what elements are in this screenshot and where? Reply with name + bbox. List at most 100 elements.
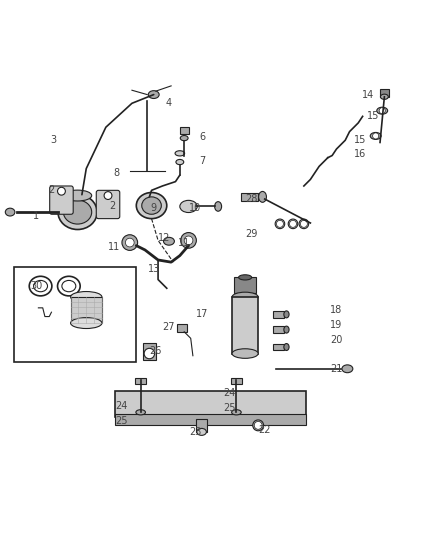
Ellipse shape <box>275 219 285 229</box>
Circle shape <box>184 236 193 245</box>
Text: 16: 16 <box>354 149 367 159</box>
Ellipse shape <box>29 276 52 296</box>
Text: 26: 26 <box>150 346 162 357</box>
Text: 23: 23 <box>189 427 201 437</box>
Ellipse shape <box>180 135 188 141</box>
Ellipse shape <box>284 326 289 333</box>
Bar <box>273 344 284 351</box>
Ellipse shape <box>284 311 289 318</box>
Bar <box>143 343 156 360</box>
Text: 24: 24 <box>224 387 236 398</box>
Ellipse shape <box>64 200 92 224</box>
Text: 21: 21 <box>330 364 343 374</box>
Ellipse shape <box>5 208 15 216</box>
Text: 20: 20 <box>330 335 343 345</box>
Circle shape <box>122 235 138 251</box>
Text: 4: 4 <box>166 98 172 108</box>
Bar <box>177 324 187 332</box>
Circle shape <box>300 220 307 228</box>
Ellipse shape <box>71 318 102 328</box>
Text: 24: 24 <box>115 401 127 411</box>
Ellipse shape <box>136 192 167 219</box>
Circle shape <box>104 192 112 199</box>
Text: 6: 6 <box>199 132 205 142</box>
Ellipse shape <box>258 191 266 203</box>
Bar <box>273 311 284 318</box>
Text: 15: 15 <box>354 135 367 146</box>
Ellipse shape <box>58 195 97 230</box>
Ellipse shape <box>381 94 389 99</box>
Ellipse shape <box>34 280 47 292</box>
Bar <box>380 89 389 97</box>
Bar <box>234 277 256 293</box>
Text: 7: 7 <box>199 156 205 166</box>
Text: 19: 19 <box>330 320 343 330</box>
Ellipse shape <box>71 292 102 302</box>
Text: 15: 15 <box>367 111 380 122</box>
Text: 30: 30 <box>30 281 42 291</box>
Bar <box>196 419 207 432</box>
Circle shape <box>379 108 385 114</box>
Text: 10: 10 <box>189 203 201 213</box>
Circle shape <box>57 187 65 195</box>
Circle shape <box>125 238 134 247</box>
Text: 25: 25 <box>224 403 236 413</box>
Ellipse shape <box>232 410 241 415</box>
Bar <box>115 415 306 425</box>
Bar <box>273 326 284 333</box>
Bar <box>241 192 258 201</box>
Text: 13: 13 <box>148 264 160 273</box>
Ellipse shape <box>215 201 222 211</box>
Text: 3: 3 <box>50 135 57 146</box>
Ellipse shape <box>299 219 309 229</box>
Text: 12: 12 <box>159 233 171 243</box>
Ellipse shape <box>288 219 298 229</box>
Ellipse shape <box>142 197 161 214</box>
Ellipse shape <box>57 276 80 296</box>
Bar <box>232 297 258 353</box>
Ellipse shape <box>64 190 92 201</box>
Ellipse shape <box>370 133 381 140</box>
Circle shape <box>373 133 379 139</box>
Bar <box>135 378 146 384</box>
Text: 8: 8 <box>113 168 120 178</box>
Text: 1: 1 <box>33 212 39 221</box>
Bar <box>231 378 242 384</box>
Circle shape <box>276 220 283 228</box>
Bar <box>71 297 102 323</box>
Text: 22: 22 <box>258 425 271 435</box>
Circle shape <box>254 422 262 429</box>
Text: 29: 29 <box>245 229 258 239</box>
Bar <box>14 266 136 362</box>
Ellipse shape <box>176 159 184 165</box>
Text: 2: 2 <box>48 185 55 195</box>
Ellipse shape <box>232 292 258 302</box>
Ellipse shape <box>253 420 264 431</box>
Ellipse shape <box>163 237 174 245</box>
Text: 14: 14 <box>362 90 374 100</box>
Ellipse shape <box>175 151 185 156</box>
FancyBboxPatch shape <box>96 190 120 219</box>
Text: 11: 11 <box>109 242 121 252</box>
Text: 18: 18 <box>330 305 343 315</box>
Text: 17: 17 <box>196 309 208 319</box>
Bar <box>180 127 188 134</box>
Ellipse shape <box>180 200 197 213</box>
Circle shape <box>144 349 155 359</box>
Bar <box>115 391 306 417</box>
Circle shape <box>181 232 196 248</box>
Ellipse shape <box>232 349 258 358</box>
FancyBboxPatch shape <box>49 186 73 214</box>
Circle shape <box>290 220 297 228</box>
Ellipse shape <box>377 107 388 114</box>
Ellipse shape <box>148 91 159 99</box>
Ellipse shape <box>136 410 145 415</box>
Text: 9: 9 <box>151 203 157 213</box>
Ellipse shape <box>62 280 76 292</box>
Text: 11: 11 <box>178 238 190 247</box>
Ellipse shape <box>239 275 252 280</box>
Text: 25: 25 <box>115 416 127 426</box>
Text: 28: 28 <box>245 194 258 204</box>
Ellipse shape <box>197 429 206 435</box>
Text: 27: 27 <box>162 322 175 333</box>
